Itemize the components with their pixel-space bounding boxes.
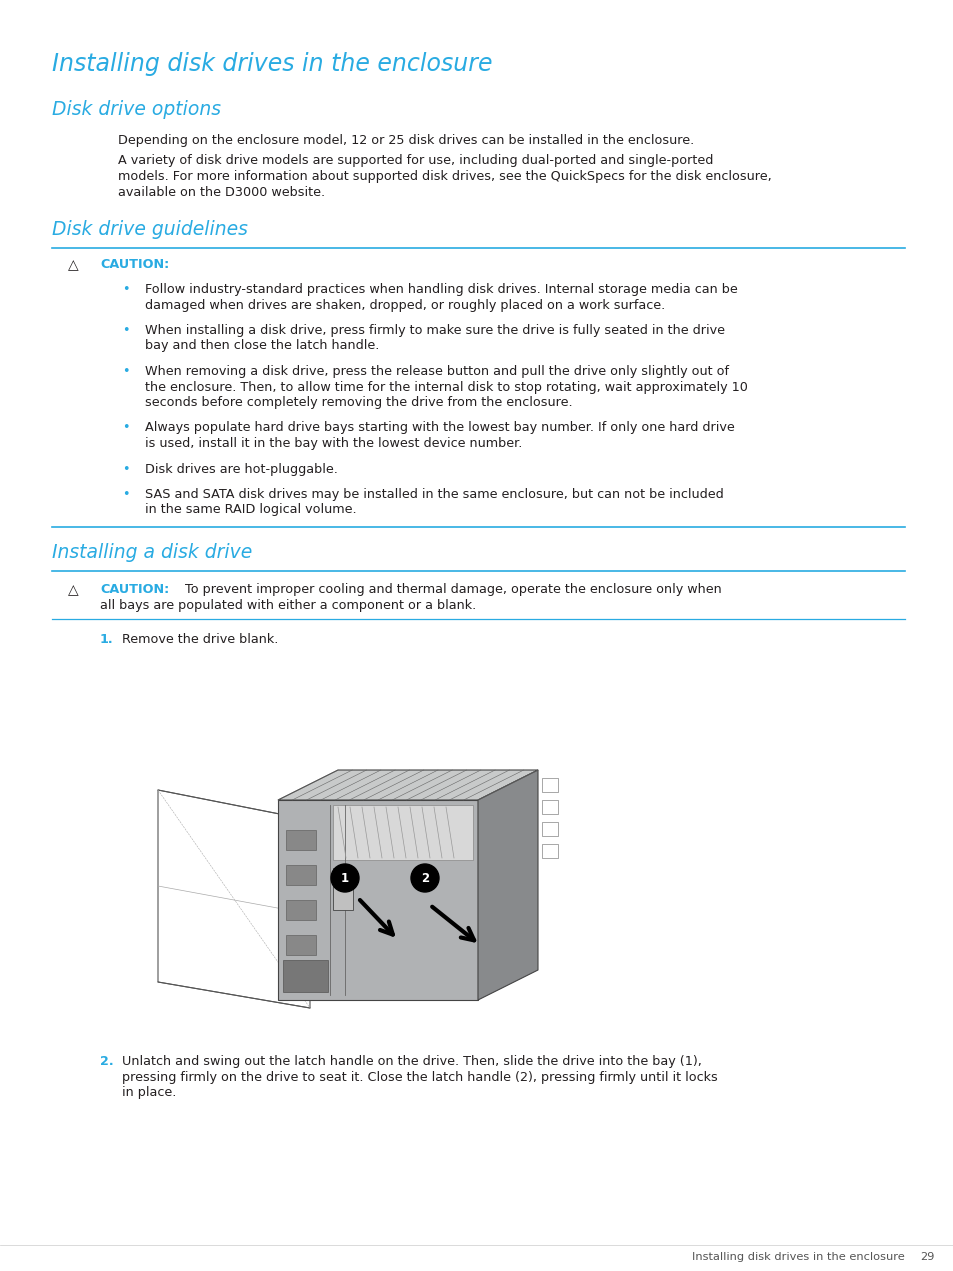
Text: 2.: 2.: [100, 1055, 113, 1068]
Polygon shape: [541, 799, 558, 813]
Polygon shape: [286, 866, 315, 885]
Text: 29: 29: [920, 1252, 934, 1262]
Polygon shape: [333, 805, 473, 860]
Circle shape: [411, 864, 438, 892]
Text: models. For more information about supported disk drives, see the QuickSpecs for: models. For more information about suppo…: [118, 170, 771, 183]
Text: •: •: [122, 283, 130, 296]
Text: all bays are populated with either a component or a blank.: all bays are populated with either a com…: [100, 599, 476, 611]
Text: 1: 1: [340, 872, 349, 885]
Text: available on the D3000 website.: available on the D3000 website.: [118, 186, 325, 200]
Circle shape: [331, 864, 358, 892]
Text: To prevent improper cooling and thermal damage, operate the enclosure only when: To prevent improper cooling and thermal …: [185, 583, 721, 596]
Text: Installing disk drives in the enclosure: Installing disk drives in the enclosure: [692, 1252, 904, 1262]
Text: •: •: [122, 463, 130, 475]
Polygon shape: [477, 770, 537, 1000]
Text: Follow industry-standard practices when handling disk drives. Internal storage m: Follow industry-standard practices when …: [145, 283, 737, 296]
Polygon shape: [286, 900, 315, 920]
Text: pressing firmly on the drive to seat it. Close the latch handle (2), pressing fi: pressing firmly on the drive to seat it.…: [122, 1070, 717, 1083]
Polygon shape: [541, 844, 558, 858]
Text: Unlatch and swing out the latch handle on the drive. Then, slide the drive into : Unlatch and swing out the latch handle o…: [122, 1055, 701, 1068]
Text: seconds before completely removing the drive from the enclosure.: seconds before completely removing the d…: [145, 397, 572, 409]
Polygon shape: [286, 935, 315, 955]
Text: the enclosure. Then, to allow time for the internal disk to stop rotating, wait : the enclosure. Then, to allow time for t…: [145, 380, 747, 394]
Text: Installing a disk drive: Installing a disk drive: [52, 543, 252, 562]
Text: When installing a disk drive, press firmly to make sure the drive is fully seate: When installing a disk drive, press firm…: [145, 324, 724, 337]
Polygon shape: [541, 822, 558, 836]
Text: •: •: [122, 365, 130, 377]
Text: •: •: [122, 488, 130, 501]
Polygon shape: [333, 868, 353, 910]
Polygon shape: [286, 830, 315, 850]
Text: damaged when drives are shaken, dropped, or roughly placed on a work surface.: damaged when drives are shaken, dropped,…: [145, 299, 664, 311]
Text: Disk drive guidelines: Disk drive guidelines: [52, 220, 248, 239]
Text: Installing disk drives in the enclosure: Installing disk drives in the enclosure: [52, 52, 492, 76]
Polygon shape: [277, 770, 537, 799]
Text: 1.: 1.: [100, 633, 113, 646]
Text: in place.: in place.: [122, 1085, 176, 1099]
Text: •: •: [122, 324, 130, 337]
Text: Disk drive options: Disk drive options: [52, 100, 221, 119]
Text: in the same RAID logical volume.: in the same RAID logical volume.: [145, 503, 356, 516]
Text: •: •: [122, 422, 130, 435]
Text: Depending on the enclosure model, 12 or 25 disk drives can be installed in the e: Depending on the enclosure model, 12 or …: [118, 133, 694, 147]
Polygon shape: [158, 791, 310, 1008]
Text: △: △: [68, 583, 78, 597]
Text: SAS and SATA disk drives may be installed in the same enclosure, but can not be : SAS and SATA disk drives may be installe…: [145, 488, 723, 501]
Text: CAUTION:: CAUTION:: [100, 258, 169, 271]
Text: A variety of disk drive models are supported for use, including dual-ported and : A variety of disk drive models are suppo…: [118, 154, 713, 167]
Polygon shape: [541, 778, 558, 792]
Text: is used, install it in the bay with the lowest device number.: is used, install it in the bay with the …: [145, 437, 522, 450]
Text: CAUTION:: CAUTION:: [100, 583, 169, 596]
Text: Always populate hard drive bays starting with the lowest bay number. If only one: Always populate hard drive bays starting…: [145, 422, 734, 435]
Text: 2: 2: [420, 872, 429, 885]
Polygon shape: [277, 799, 477, 1000]
Text: Disk drives are hot-pluggable.: Disk drives are hot-pluggable.: [145, 463, 337, 475]
Text: Remove the drive blank.: Remove the drive blank.: [122, 633, 278, 646]
Text: △: △: [68, 258, 78, 272]
Text: bay and then close the latch handle.: bay and then close the latch handle.: [145, 339, 379, 352]
Text: When removing a disk drive, press the release button and pull the drive only sli: When removing a disk drive, press the re…: [145, 365, 728, 377]
Polygon shape: [283, 960, 328, 991]
